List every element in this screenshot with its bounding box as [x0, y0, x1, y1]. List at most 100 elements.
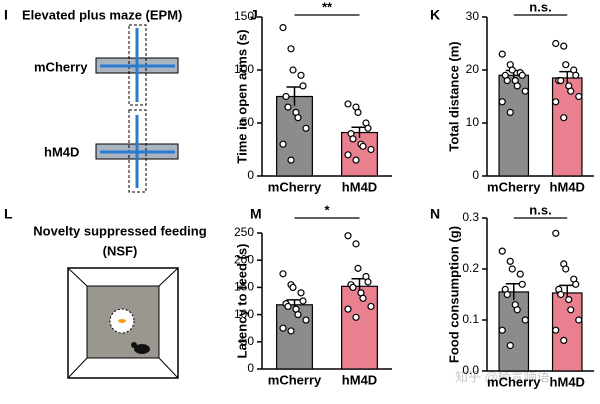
- panel-letter: K: [430, 7, 440, 23]
- data-point: [562, 265, 570, 273]
- data-point: [506, 257, 514, 265]
- data-point: [557, 290, 565, 299]
- y-tick-label: 0: [247, 168, 254, 182]
- data-point: [506, 341, 514, 350]
- data-point: [289, 283, 297, 291]
- group-label: mCherry: [34, 59, 88, 74]
- y-tick-label: 150: [234, 9, 254, 23]
- data-point: [575, 92, 583, 101]
- x-tick-label: mCherry: [268, 179, 322, 194]
- y-tick-label: 50: [241, 115, 255, 129]
- data-point: [508, 66, 516, 74]
- bar: [551, 77, 583, 177]
- y-tick-label: 250: [234, 225, 254, 239]
- data-point: [552, 39, 560, 48]
- y-axis-label: Latency to feed (s): [234, 244, 249, 359]
- y-tick-label: 50: [241, 334, 255, 348]
- data-point: [575, 316, 583, 324]
- data-point: [294, 114, 302, 122]
- significance-label: n.s.: [529, 0, 551, 14]
- data-point: [565, 296, 573, 304]
- panel-title: Elevated plus maze (EPM): [22, 7, 182, 22]
- panel-letter: M: [250, 206, 262, 222]
- data-point: [364, 124, 372, 132]
- x-tick-label: hM4D: [550, 374, 585, 389]
- data-point: [513, 306, 521, 314]
- data-point: [287, 45, 295, 53]
- data-point: [352, 156, 360, 164]
- data-point: [299, 297, 307, 305]
- group-label: hM4D: [44, 144, 79, 159]
- data-point: [367, 302, 375, 311]
- panel-letter: J: [250, 7, 258, 23]
- y-tick-label: 20: [466, 62, 480, 76]
- data-point: [284, 103, 292, 111]
- y-tick-label: 30: [466, 9, 480, 23]
- data-point: [289, 66, 297, 74]
- data-point: [498, 50, 506, 58]
- data-point: [503, 290, 511, 299]
- data-point: [498, 326, 506, 334]
- panel-subtitle: (NSF): [103, 243, 138, 258]
- data-point: [552, 98, 560, 106]
- data-point: [498, 98, 506, 106]
- y-axis-label: Time in open arms (s): [234, 29, 249, 163]
- data-point: [344, 232, 352, 240]
- data-point: [279, 140, 287, 148]
- data-point: [518, 71, 526, 79]
- data-point: [359, 142, 367, 150]
- data-point: [552, 229, 560, 237]
- data-point: [572, 71, 580, 79]
- data-point: [299, 82, 307, 90]
- data-point: [364, 278, 372, 286]
- data-point: [506, 108, 514, 117]
- y-tick-label: 0.0: [462, 363, 479, 377]
- y-tick-label: 100: [234, 307, 254, 321]
- bar: [276, 95, 313, 177]
- data-point: [279, 24, 287, 32]
- data-point: [513, 82, 521, 90]
- x-tick-label: hM4D: [342, 372, 377, 387]
- x-tick-label: mCherry: [268, 372, 322, 387]
- data-point: [572, 280, 580, 288]
- data-point: [354, 264, 362, 272]
- panel-title: Novelty suppressed feeding: [33, 223, 206, 238]
- data-point: [302, 316, 310, 324]
- data-point: [498, 247, 506, 255]
- bar: [341, 285, 378, 370]
- data-point: [508, 265, 516, 273]
- x-tick-label: mCherry: [487, 179, 541, 194]
- data-point: [279, 270, 287, 278]
- data-point: [562, 61, 570, 69]
- data-point: [287, 156, 295, 164]
- y-axis-label: Food consumption (g): [446, 226, 461, 363]
- data-point: [567, 306, 575, 314]
- y-tick-label: 0.3: [462, 210, 479, 224]
- y-tick-label: 0.2: [462, 261, 479, 275]
- panel-letter: N: [430, 206, 440, 222]
- data-point: [552, 326, 560, 334]
- data-point: [521, 316, 529, 324]
- data-point: [279, 324, 287, 332]
- x-tick-label: hM4D: [550, 179, 585, 194]
- x-tick-label: mCherry: [487, 374, 541, 389]
- bar: [341, 131, 378, 177]
- data-point: [302, 124, 310, 132]
- significance-label: *: [324, 202, 330, 217]
- data-point: [282, 92, 290, 101]
- arena-icon: [67, 267, 179, 379]
- y-tick-label: 200: [234, 252, 254, 266]
- y-tick-label: 150: [234, 280, 254, 294]
- data-point: [297, 289, 305, 297]
- y-tick-label: 10: [466, 115, 480, 129]
- data-point: [560, 42, 568, 50]
- data-point: [287, 327, 295, 335]
- data-point: [557, 76, 565, 85]
- significance-label: **: [322, 0, 333, 14]
- watermark: 知乎 @楠言喃语: [455, 369, 550, 384]
- y-tick-label: 0: [472, 168, 479, 182]
- x-tick-label: hM4D: [342, 179, 377, 194]
- y-tick-label: 0.1: [462, 312, 479, 326]
- data-point: [344, 305, 352, 313]
